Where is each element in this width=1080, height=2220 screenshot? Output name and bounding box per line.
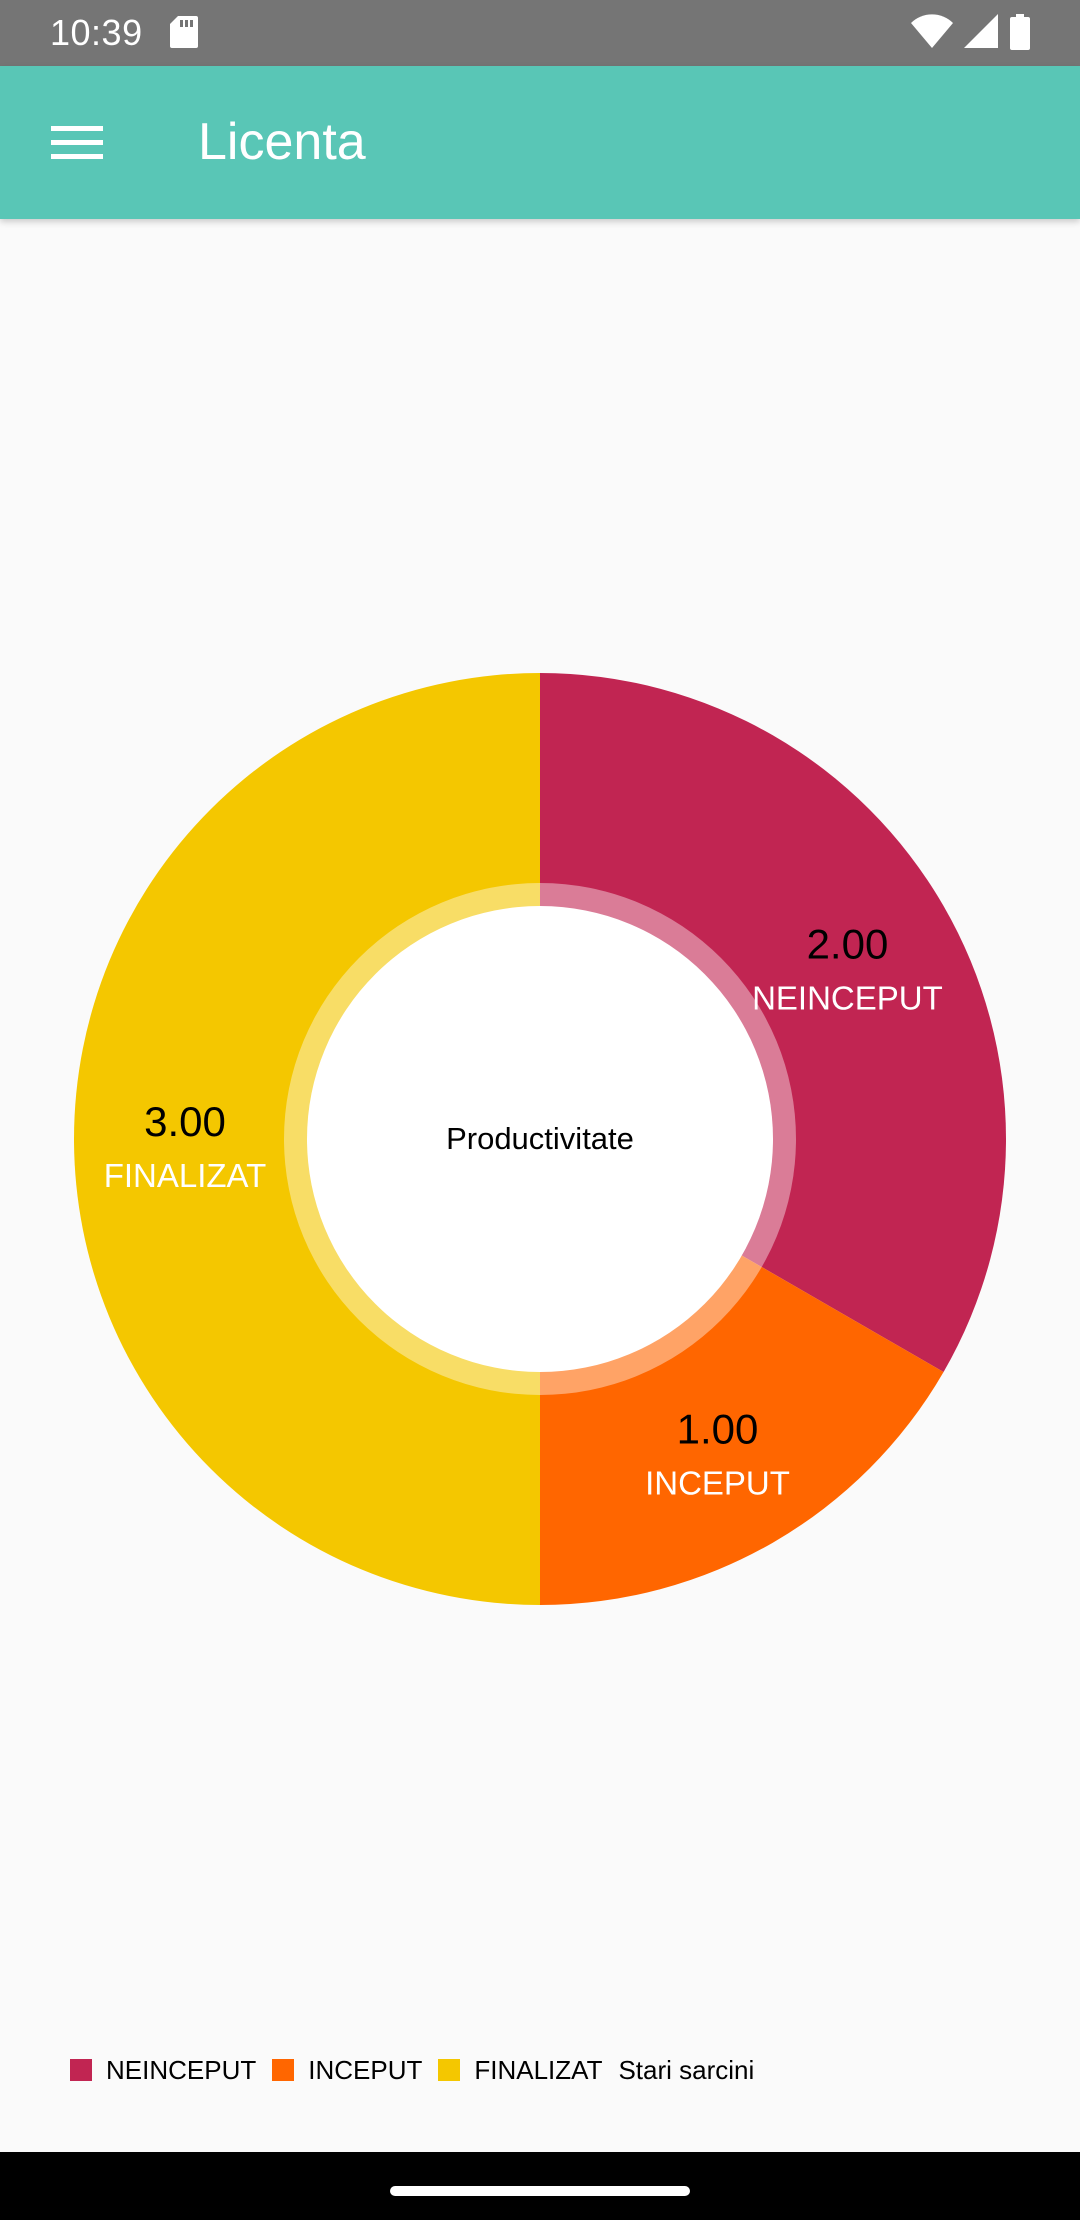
wifi-icon	[911, 14, 954, 48]
donut-chart-svg: Productivitate 2.00 NEINCEPUT 1.00 INCEPUT 3.…	[74, 673, 1006, 1605]
menu-icon	[51, 126, 103, 159]
legend-swatch	[272, 2059, 295, 2081]
signal-icon	[963, 14, 998, 48]
legend-label: NEINCEPUT	[106, 2054, 257, 2085]
legend-description: Stari sarcini	[618, 2054, 755, 2085]
chart-center-text: Productivitate	[446, 1121, 634, 1156]
navigation-bar	[0, 2152, 1080, 2220]
legend-swatch	[70, 2059, 92, 2081]
legend-item-neinceput: NEINCEPUT	[70, 2055, 256, 2086]
status-time: 10:39	[50, 12, 143, 53]
legend-swatch	[438, 2059, 461, 2081]
status-icons	[905, 14, 1030, 54]
slice-value-label: 2.00	[807, 921, 889, 968]
home-handle[interactable]	[390, 2186, 690, 2196]
legend-label: INCEPUT	[308, 2054, 423, 2085]
slice-category-label: INCEPUT	[645, 1464, 790, 1501]
status-bar: 10:39	[0, 0, 1080, 66]
legend-item-inceput: INCEPUT	[272, 2055, 422, 2086]
donut-hole	[307, 906, 773, 1372]
slice-category-label: FINALIZAT	[104, 1157, 267, 1194]
menu-button[interactable]	[30, 102, 124, 182]
slice-value-label: 1.00	[677, 1405, 759, 1452]
app-title: Licenta	[198, 113, 366, 171]
chart-legend: NEINCEPUT INCEPUT FINALIZAT Stari sarcin…	[70, 2052, 754, 2088]
donut-chart[interactable]: Productivitate 2.00 NEINCEPUT 1.00 INCEPUT 3.…	[0, 219, 1080, 2149]
slice-value-label: 3.00	[144, 1098, 226, 1145]
legend-label: FINALIZAT	[474, 2054, 603, 2085]
sd-card-icon	[170, 16, 198, 53]
legend-item-finalizat: FINALIZAT	[438, 2055, 602, 2086]
slice-category-label: NEINCEPUT	[752, 980, 943, 1017]
battery-icon	[1010, 14, 1030, 50]
app-bar: Licenta	[0, 66, 1080, 219]
